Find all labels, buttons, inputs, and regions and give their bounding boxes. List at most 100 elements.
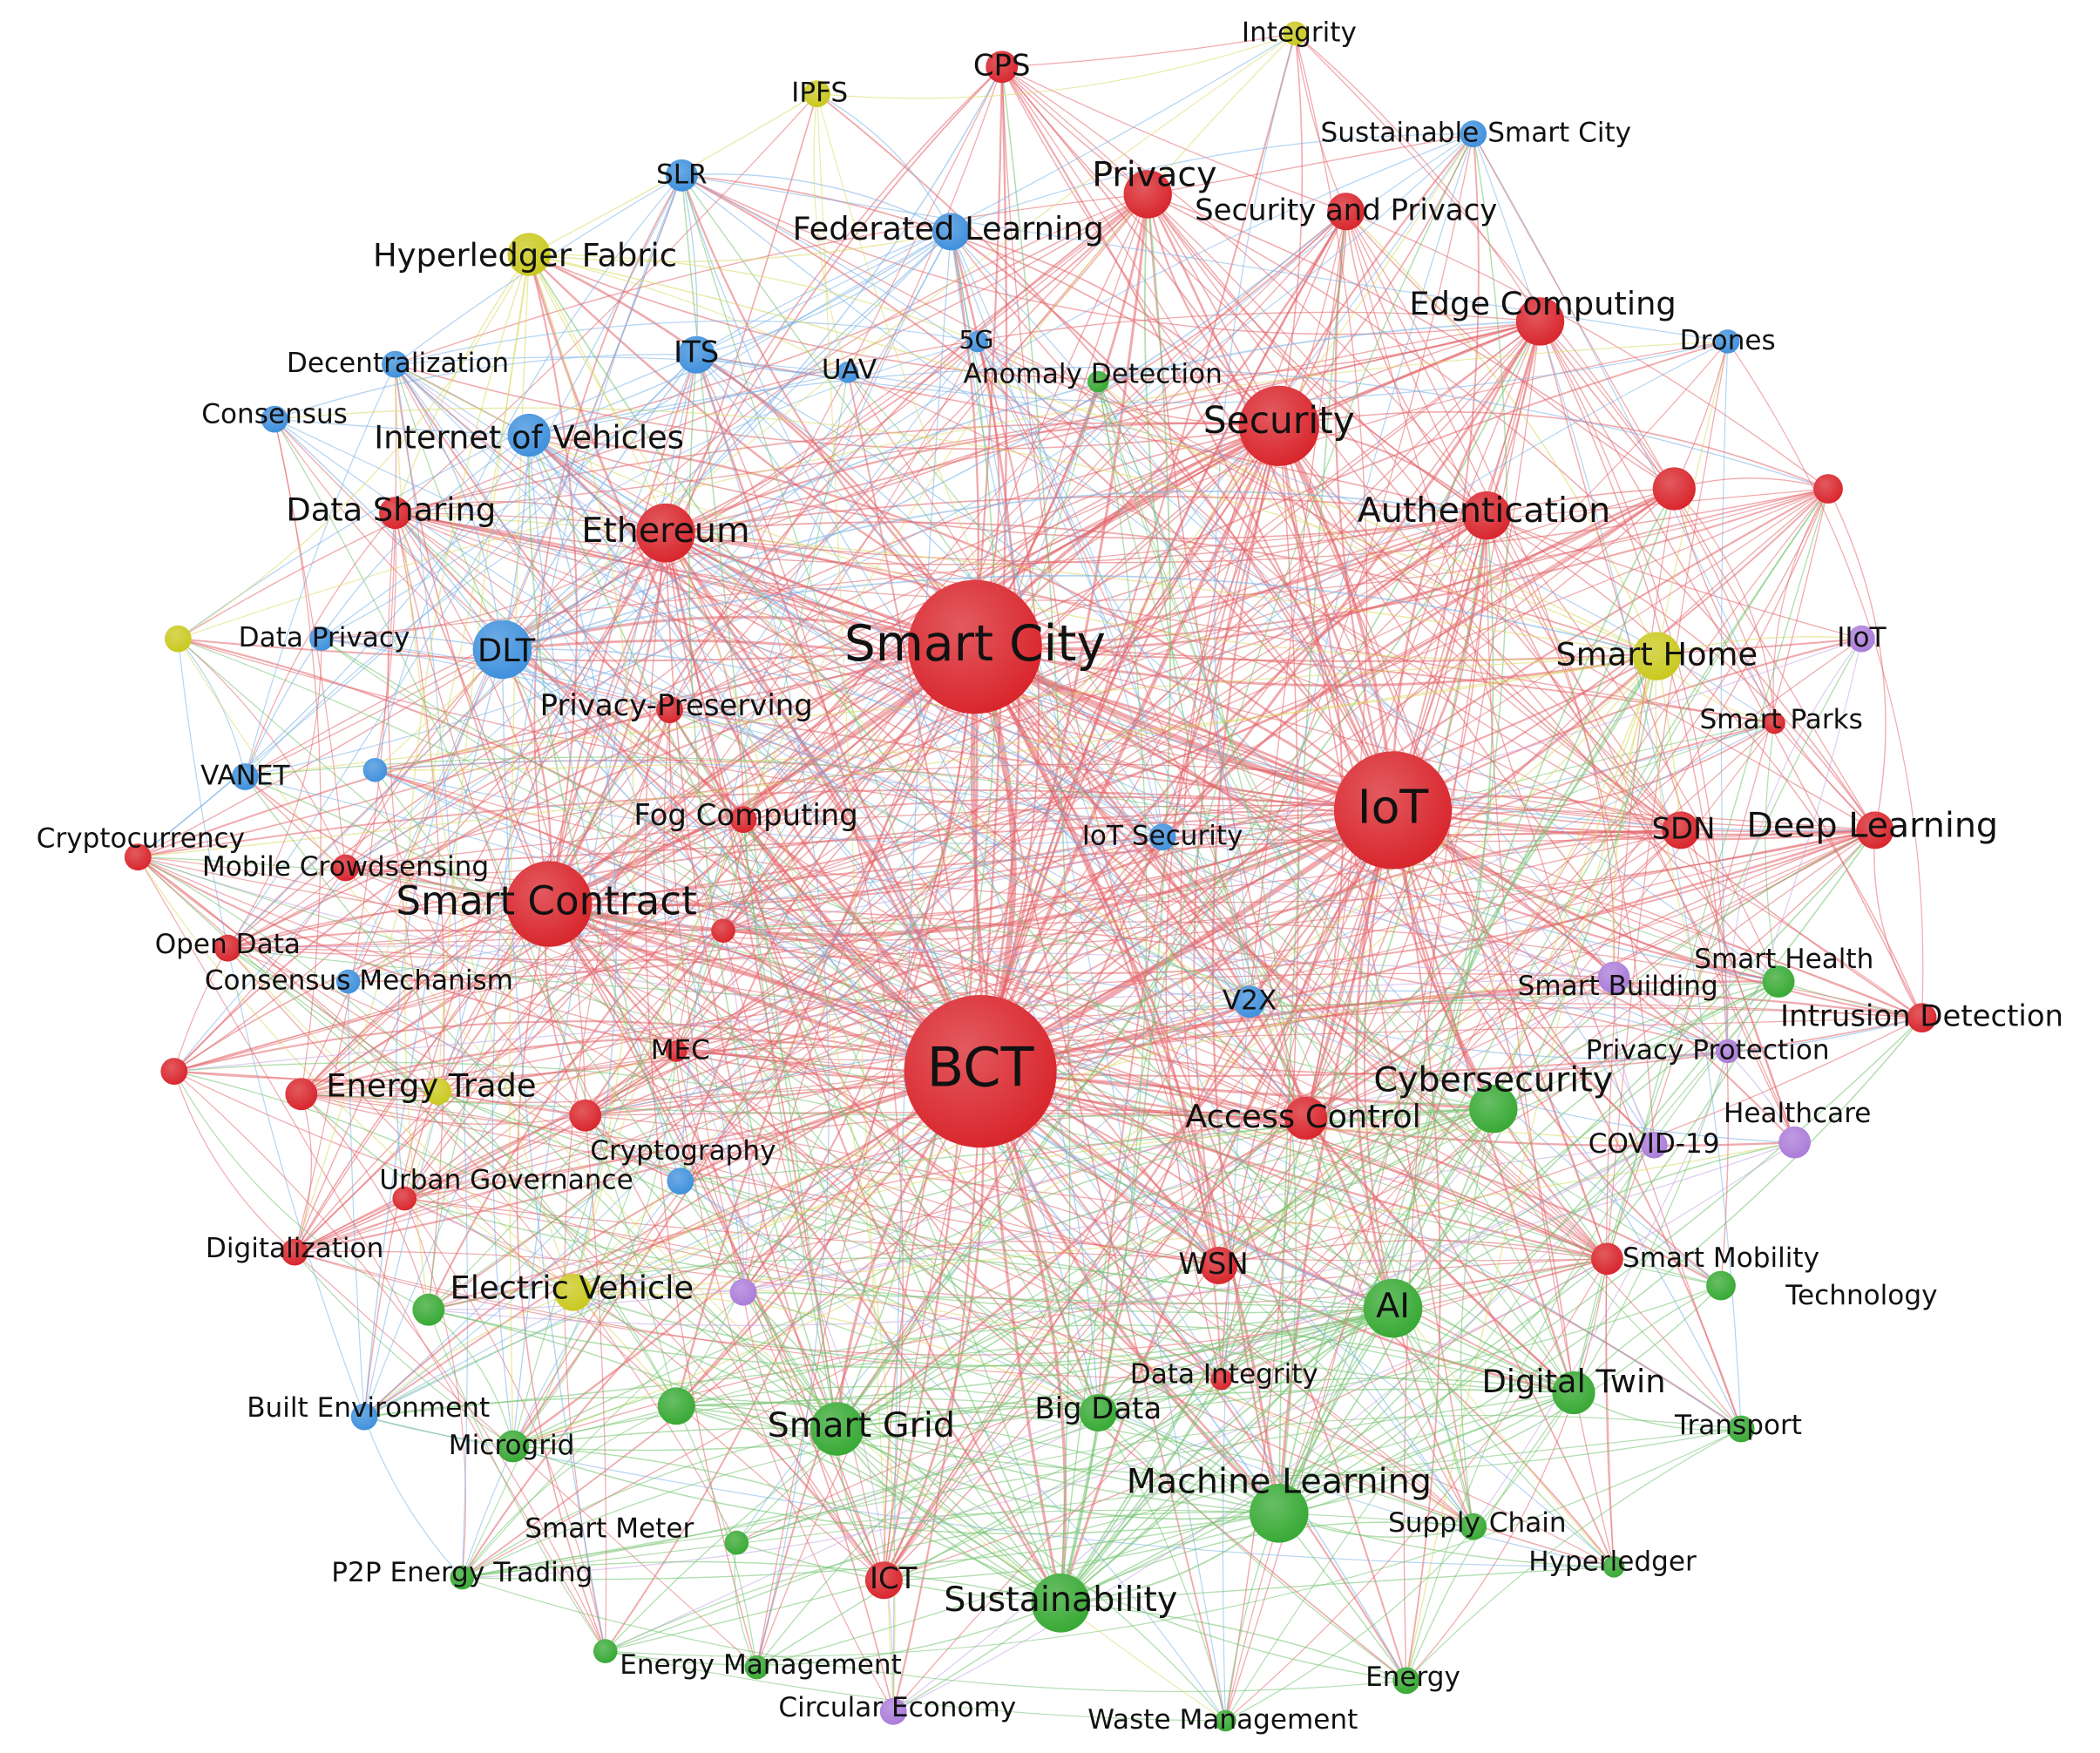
node-label: Sustainability bbox=[944, 1580, 1177, 1620]
edge bbox=[816, 93, 952, 233]
node bbox=[665, 1040, 688, 1062]
node bbox=[1284, 1096, 1328, 1140]
edge bbox=[374, 512, 396, 770]
node-label: SDN bbox=[1652, 811, 1716, 845]
edge bbox=[178, 638, 347, 869]
edge bbox=[395, 511, 1487, 565]
edge bbox=[892, 1071, 982, 1712]
edge bbox=[363, 649, 504, 1418]
node-label: Supply Chain bbox=[1388, 1507, 1567, 1539]
node-label: Open Data bbox=[155, 929, 301, 960]
edge bbox=[374, 769, 838, 1430]
node-label: Data Integrity bbox=[1130, 1359, 1318, 1391]
edge bbox=[1493, 980, 1779, 1110]
edge bbox=[680, 341, 1728, 1181]
node bbox=[1238, 385, 1319, 466]
edge bbox=[1224, 981, 1779, 1722]
node-label: P2P Energy Trading bbox=[331, 1557, 593, 1588]
edge bbox=[950, 231, 1655, 1146]
node-label: Smart Health bbox=[1694, 944, 1873, 975]
node bbox=[1602, 1556, 1625, 1578]
edge bbox=[742, 1241, 1219, 1293]
edge bbox=[138, 425, 1280, 858]
node bbox=[362, 758, 388, 782]
edge bbox=[572, 1291, 1099, 1414]
edge bbox=[374, 174, 682, 770]
edge bbox=[512, 1445, 1061, 1604]
edge bbox=[394, 363, 504, 650]
node-label: Mobile Crowdsensing bbox=[202, 851, 489, 883]
edge bbox=[363, 381, 1099, 1418]
edge bbox=[348, 981, 365, 1418]
node-label: Waste Management bbox=[1087, 1704, 1358, 1736]
edge bbox=[274, 407, 1657, 657]
edge bbox=[395, 511, 1657, 657]
edge bbox=[363, 341, 979, 1418]
edge bbox=[836, 809, 1394, 1431]
edge bbox=[1278, 488, 1829, 1514]
node bbox=[309, 626, 334, 651]
edge bbox=[572, 1291, 744, 1296]
edge bbox=[605, 1650, 1226, 1722]
edge bbox=[1573, 1051, 1729, 1393]
edge bbox=[977, 341, 1307, 1119]
edge bbox=[403, 1198, 466, 1578]
edge bbox=[274, 418, 322, 1094]
edge bbox=[321, 231, 952, 640]
edge bbox=[722, 930, 1306, 1119]
node bbox=[1856, 811, 1894, 849]
edge bbox=[501, 648, 1393, 1310]
edge bbox=[837, 1107, 1494, 1430]
node bbox=[124, 843, 152, 871]
edge bbox=[528, 371, 849, 437]
edge bbox=[605, 1428, 1742, 1657]
node-label: Security bbox=[1203, 399, 1355, 442]
node bbox=[1460, 1513, 1487, 1540]
edge bbox=[501, 649, 606, 1652]
edge bbox=[403, 930, 724, 1200]
edge bbox=[363, 1416, 463, 1579]
edge bbox=[572, 1288, 1474, 1527]
edge bbox=[736, 1414, 1742, 1544]
edge bbox=[605, 1307, 1393, 1652]
node-label: Federated Learning bbox=[793, 210, 1104, 247]
edge bbox=[1097, 381, 1657, 657]
edge bbox=[244, 321, 1541, 778]
node bbox=[908, 579, 1042, 714]
node-label: WSN bbox=[1178, 1247, 1248, 1281]
edge bbox=[501, 321, 1541, 651]
edge bbox=[1218, 1017, 1922, 1267]
edge bbox=[1345, 211, 1655, 1146]
edge bbox=[665, 532, 1099, 1414]
edge bbox=[173, 488, 1675, 1073]
node bbox=[1200, 1247, 1238, 1284]
node bbox=[879, 1697, 907, 1725]
edge bbox=[173, 133, 1473, 1072]
edge bbox=[883, 1117, 1306, 1580]
edge bbox=[178, 638, 1474, 1527]
edge bbox=[177, 638, 1099, 1413]
edge bbox=[1277, 1308, 1394, 1514]
node-label: Edge Computing bbox=[1409, 285, 1676, 322]
node bbox=[497, 1430, 530, 1463]
edge bbox=[816, 93, 1615, 1567]
node-label: Privacy Protection bbox=[1586, 1035, 1830, 1066]
edge bbox=[1147, 193, 1675, 490]
edge bbox=[605, 1602, 1061, 1666]
node bbox=[160, 1058, 188, 1085]
node-label: ITS bbox=[674, 335, 719, 369]
edge bbox=[584, 646, 976, 1116]
edge bbox=[301, 1093, 1279, 1514]
edge bbox=[1539, 321, 1729, 1286]
edge bbox=[1673, 488, 1776, 724]
edge bbox=[348, 175, 682, 982]
edge bbox=[1392, 1308, 1615, 1567]
edge bbox=[681, 174, 1541, 335]
node bbox=[261, 405, 288, 433]
edge bbox=[491, 175, 682, 1447]
nodes bbox=[124, 21, 1937, 1732]
edge bbox=[437, 254, 530, 1092]
edge bbox=[1345, 211, 1829, 490]
edge bbox=[585, 1115, 607, 1652]
